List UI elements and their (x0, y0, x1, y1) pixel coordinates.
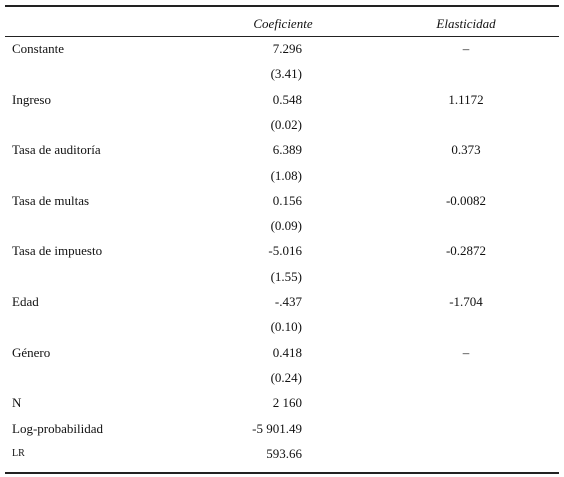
coef-cell: 593.66 (266, 445, 302, 461)
elasticity-cell: – (462, 344, 470, 360)
elasticity-cell: – (462, 41, 470, 56)
row-label: N (12, 395, 22, 411)
coef-cell: 0.418 (272, 344, 302, 360)
coef-cell: (0.02) (270, 116, 302, 132)
coef-cell: (0.10) (270, 319, 302, 335)
coef-cell: -.437 (274, 294, 302, 309)
coef-cell: -5.016 (268, 243, 302, 259)
bottom-rule (5, 472, 559, 474)
elasticity-cell: -0.0082 (445, 192, 487, 208)
coef-cell: (0.09) (270, 218, 302, 234)
row-label: Ingreso (12, 91, 51, 107)
row-label: LR (12, 447, 25, 459)
coef-cell: (1.55) (270, 268, 302, 284)
coef-cell: (1.08) (270, 167, 302, 183)
coef-cell: 2 160 (272, 395, 302, 411)
coef-cell: -5 901.49 (252, 420, 302, 436)
row-label: Tasa de auditoría (12, 142, 101, 158)
coef-cell: (3.41) (270, 66, 302, 82)
row-label: Tasa de multas (12, 192, 90, 208)
elasticity-cell: 0.373 (451, 142, 481, 158)
row-label: Tasa de impuesto (12, 243, 103, 259)
row-label: Género (12, 344, 51, 360)
coef-cell: 0.548 (272, 91, 302, 107)
coef-cell: (0.24) (270, 369, 302, 385)
row-label: Edad (12, 294, 39, 309)
header-rule (5, 36, 559, 37)
header-coef: Coeficiente (253, 16, 313, 31)
elasticity-cell: 1.1172 (448, 91, 484, 107)
coef-cell: 0.156 (272, 192, 302, 208)
elasticity-cell: -1.704 (449, 294, 483, 309)
coef-cell: 7.296 (272, 41, 302, 56)
top-rule (5, 5, 559, 7)
row-label: Constante (12, 41, 64, 56)
coef-cell: 6.389 (272, 142, 302, 158)
row-label: Log-probabilidad (12, 420, 103, 436)
header-elasticity: Elasticidad (436, 16, 496, 31)
elasticity-cell: -0.2872 (445, 243, 487, 259)
